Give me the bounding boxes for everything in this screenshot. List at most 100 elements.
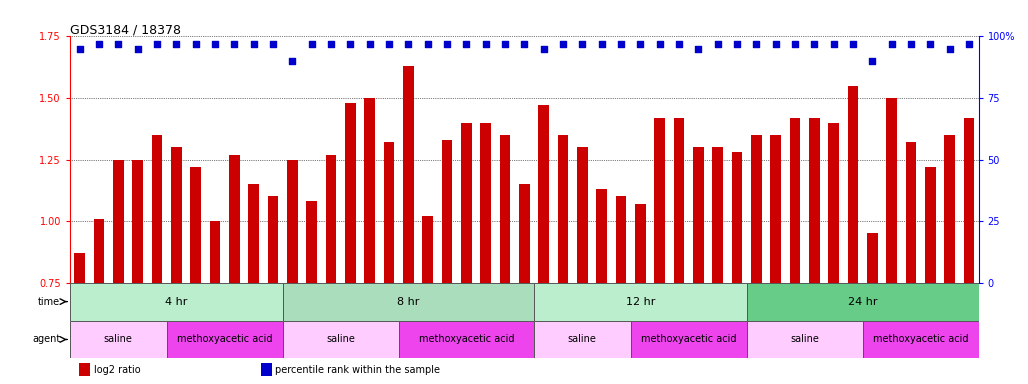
- Text: saline: saline: [791, 334, 819, 344]
- Bar: [925, 167, 935, 283]
- Point: [110, 41, 126, 47]
- Bar: [70, 36, 979, 283]
- Bar: [534, 321, 630, 358]
- Bar: [399, 321, 534, 358]
- Bar: [79, 363, 89, 376]
- Bar: [829, 122, 839, 283]
- Bar: [210, 221, 220, 283]
- Point: [806, 41, 822, 47]
- Bar: [534, 283, 746, 321]
- Bar: [190, 167, 200, 283]
- Bar: [770, 135, 781, 283]
- Bar: [848, 86, 858, 283]
- Point: [149, 41, 166, 47]
- Point: [342, 41, 359, 47]
- Bar: [809, 118, 819, 283]
- Point: [593, 41, 610, 47]
- Bar: [577, 147, 588, 283]
- Bar: [906, 142, 916, 283]
- Bar: [133, 160, 143, 283]
- Point: [264, 41, 281, 47]
- Point: [536, 46, 552, 52]
- Point: [922, 41, 939, 47]
- Point: [477, 41, 493, 47]
- Bar: [519, 184, 529, 283]
- Bar: [461, 122, 472, 283]
- Point: [226, 41, 243, 47]
- Point: [71, 46, 87, 52]
- Bar: [480, 122, 491, 283]
- Point: [362, 41, 378, 47]
- Point: [574, 41, 590, 47]
- Bar: [693, 147, 703, 283]
- Point: [380, 41, 397, 47]
- Bar: [886, 98, 897, 283]
- Bar: [306, 202, 317, 283]
- Text: methoxyacetic acid: methoxyacetic acid: [418, 334, 514, 344]
- Bar: [867, 233, 878, 283]
- Text: methoxyacetic acid: methoxyacetic acid: [177, 334, 272, 344]
- Text: time: time: [38, 296, 61, 306]
- Bar: [790, 118, 800, 283]
- Text: GDS3184 / 18378: GDS3184 / 18378: [70, 23, 181, 36]
- Text: 4 hr: 4 hr: [166, 296, 187, 306]
- Point: [670, 41, 687, 47]
- Text: 12 hr: 12 hr: [626, 296, 655, 306]
- Bar: [712, 147, 723, 283]
- Bar: [746, 283, 979, 321]
- Bar: [635, 204, 646, 283]
- Point: [284, 58, 300, 64]
- Bar: [283, 283, 534, 321]
- Point: [845, 41, 861, 47]
- Bar: [751, 135, 762, 283]
- Bar: [673, 118, 685, 283]
- Point: [555, 41, 572, 47]
- Bar: [383, 142, 395, 283]
- Text: 24 hr: 24 hr: [848, 296, 877, 306]
- Bar: [94, 218, 104, 283]
- Point: [497, 41, 513, 47]
- Text: methoxyacetic acid: methoxyacetic acid: [873, 334, 968, 344]
- Text: saline: saline: [104, 334, 133, 344]
- Bar: [249, 184, 259, 283]
- Point: [825, 41, 842, 47]
- Text: saline: saline: [567, 334, 596, 344]
- Bar: [283, 321, 399, 358]
- Bar: [557, 135, 568, 283]
- Text: percentile rank within the sample: percentile rank within the sample: [276, 365, 440, 375]
- Point: [613, 41, 629, 47]
- Text: agent: agent: [32, 334, 61, 344]
- Bar: [732, 152, 742, 283]
- Point: [246, 41, 262, 47]
- Bar: [267, 197, 279, 283]
- Bar: [945, 135, 955, 283]
- Bar: [654, 118, 665, 283]
- Bar: [151, 135, 162, 283]
- Bar: [229, 155, 240, 283]
- Point: [90, 41, 107, 47]
- Point: [961, 41, 978, 47]
- Bar: [616, 197, 626, 283]
- Bar: [423, 216, 433, 283]
- Point: [419, 41, 436, 47]
- Point: [903, 41, 919, 47]
- Point: [942, 46, 958, 52]
- Point: [883, 41, 900, 47]
- Bar: [746, 321, 862, 358]
- Bar: [345, 103, 356, 283]
- Bar: [261, 363, 271, 376]
- Bar: [596, 189, 607, 283]
- Bar: [167, 321, 283, 358]
- Bar: [326, 155, 336, 283]
- Point: [303, 41, 320, 47]
- Bar: [287, 160, 297, 283]
- Point: [729, 41, 745, 47]
- Point: [865, 58, 881, 64]
- Point: [748, 41, 765, 47]
- Point: [709, 41, 726, 47]
- Point: [323, 41, 339, 47]
- Point: [439, 41, 455, 47]
- Bar: [539, 106, 549, 283]
- Bar: [70, 283, 283, 321]
- Bar: [70, 321, 167, 358]
